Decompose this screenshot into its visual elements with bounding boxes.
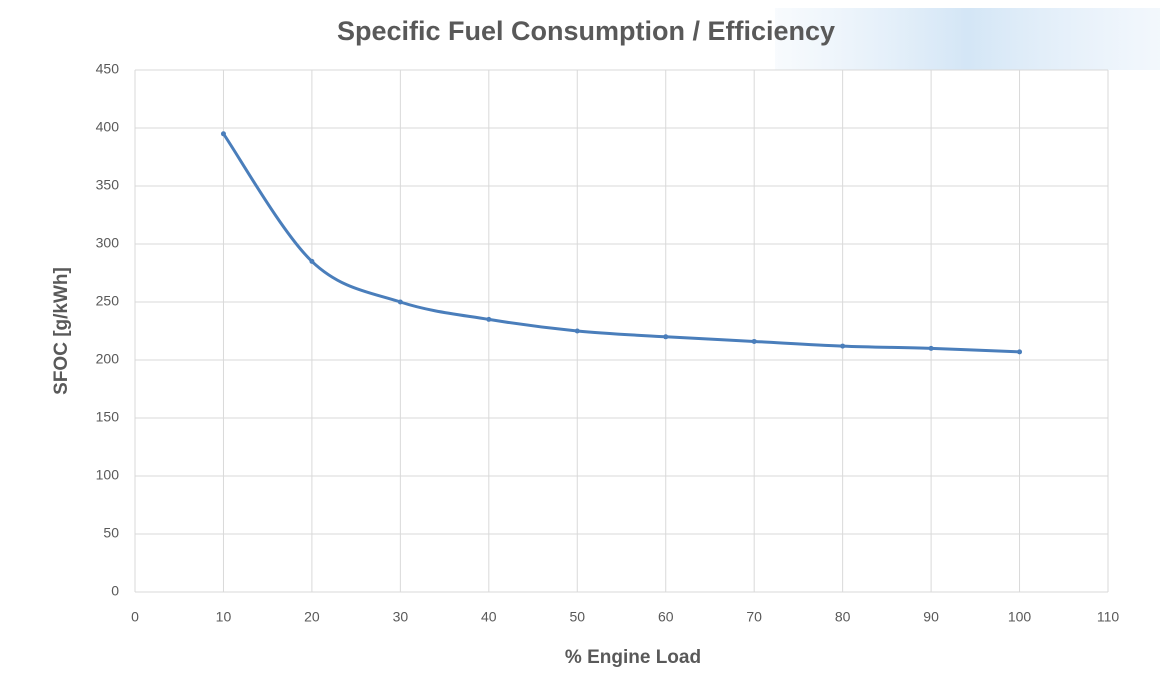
x-tick-label: 40 (481, 609, 497, 625)
point (1017, 349, 1022, 354)
point (840, 344, 845, 349)
y-tick-label: 450 (96, 61, 120, 77)
point (309, 259, 314, 264)
point (752, 339, 757, 344)
point (221, 131, 226, 136)
y-tick-label: 400 (96, 119, 120, 135)
x-tick-label: 0 (131, 609, 139, 625)
x-tick-label: 20 (304, 609, 320, 625)
x-tick-label: 30 (393, 609, 409, 625)
chart: Specific Fuel Consumption / Efficiency %… (0, 0, 1163, 677)
x-tick-label: 60 (658, 609, 674, 625)
y-tick-label: 200 (96, 351, 120, 367)
y-tick-label: 100 (96, 467, 120, 483)
y-tick-label: 250 (96, 293, 120, 309)
point (486, 317, 491, 322)
point (575, 329, 580, 334)
y-tick-label: 150 (96, 409, 120, 425)
grid: 0 50 100 150 200 250 300 350 400 450 0 10 20 30 40 50 60… (96, 61, 1120, 625)
x-tick-label: 90 (923, 609, 939, 625)
y-tick-label: 0 (111, 583, 119, 599)
x-tick-label: 70 (746, 609, 762, 625)
x-tick-label: 50 (569, 609, 585, 625)
x-tick-label: 10 (216, 609, 232, 625)
y-tick-label: 50 (103, 525, 119, 541)
x-tick-label: 100 (1008, 609, 1032, 625)
x-axis-title: % Engine Load (565, 647, 701, 668)
point (398, 300, 403, 305)
chart-title: Specific Fuel Consumption / Efficiency (337, 16, 835, 46)
point (663, 334, 668, 339)
y-tick-label: 350 (96, 177, 120, 193)
x-tick-label: 80 (835, 609, 851, 625)
line (223, 134, 1019, 352)
x-tick-label: 110 (1097, 609, 1120, 625)
point (929, 346, 934, 351)
plot (221, 131, 1022, 354)
y-axis-title: SFOC [g/kWh] (51, 267, 72, 395)
y-tick-label: 300 (96, 235, 120, 251)
